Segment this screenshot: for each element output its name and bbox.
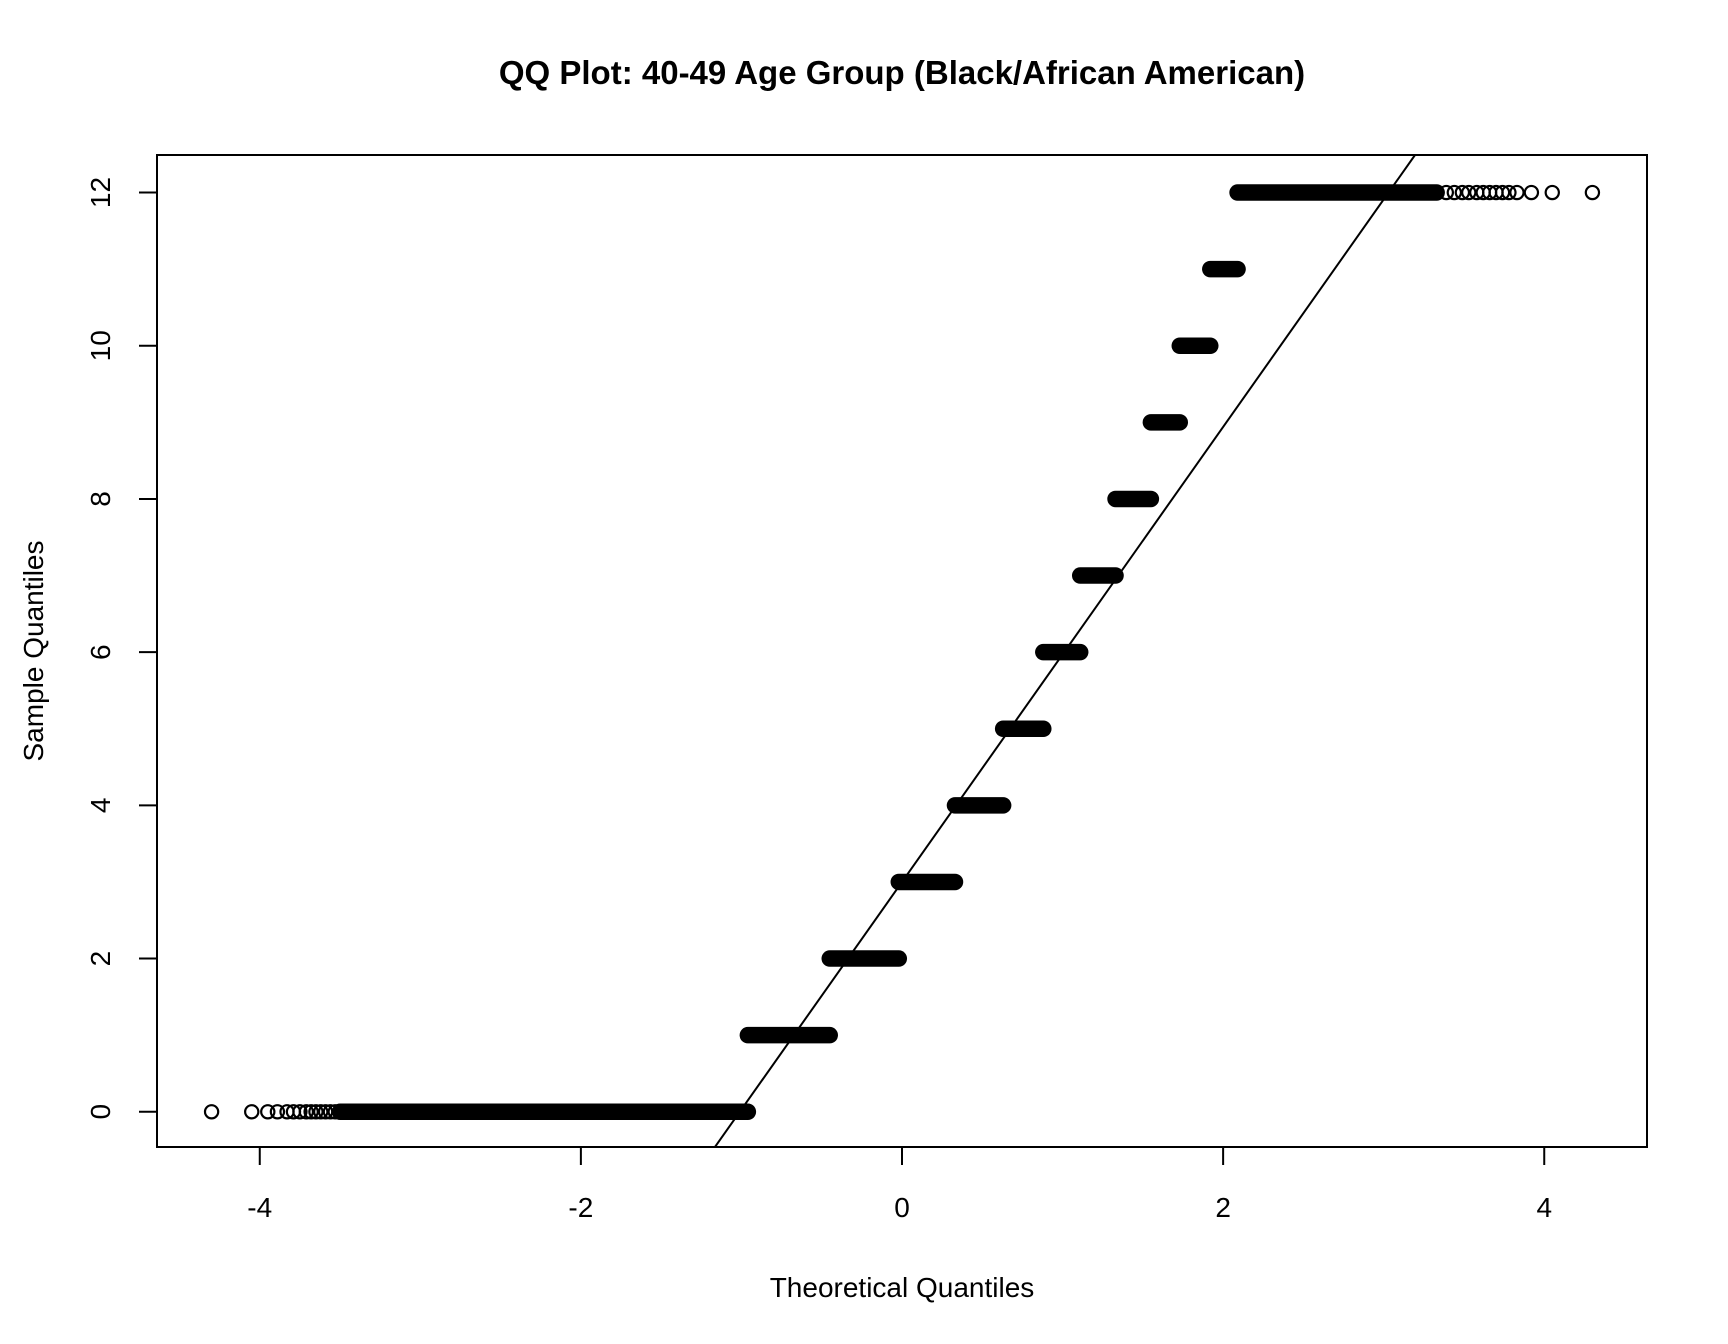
qq-point [308, 1104, 324, 1120]
qq-point [1544, 184, 1560, 201]
chart-title: QQ Plot: 40-49 Age Group (Black/African … [499, 54, 1305, 91]
qq-point [260, 1104, 276, 1120]
qq-point [269, 1104, 286, 1120]
qq-point [1584, 184, 1601, 201]
qq-point [203, 1104, 220, 1120]
qq-point [1509, 184, 1525, 201]
x-axis-label: Theoretical Quantiles [770, 1272, 1035, 1303]
x-tick-label: 0 [894, 1192, 910, 1223]
qq-point [1494, 184, 1511, 201]
y-tick-label: 8 [85, 491, 116, 507]
qq-point [1461, 184, 1477, 201]
x-tick-label: 2 [1215, 1192, 1231, 1223]
x-tick-label: 4 [1536, 1192, 1552, 1223]
y-axis-label: Sample Quantiles [18, 540, 49, 761]
qq-point [1523, 184, 1540, 201]
qq-point [1454, 184, 1471, 201]
qq-point [327, 1104, 343, 1120]
x-tick-label: -2 [568, 1192, 593, 1223]
qq-point [317, 1104, 334, 1120]
qq-point [1501, 184, 1517, 201]
qq-point [303, 1104, 319, 1120]
y-tick-label: 4 [85, 798, 116, 814]
qq-point [292, 1104, 308, 1120]
qq-point [1446, 184, 1463, 201]
x-tick-label: -4 [247, 1192, 272, 1223]
qq-point [322, 1104, 339, 1120]
qq-point [244, 1104, 260, 1120]
plot-border [156, 154, 1648, 1148]
y-tick-label: 12 [85, 177, 116, 208]
y-tick-label: 2 [85, 951, 116, 967]
qq-point [313, 1104, 329, 1120]
y-tick-label: 6 [85, 644, 116, 660]
qq-point [298, 1104, 315, 1120]
y-tick-label: 0 [85, 1104, 116, 1120]
plot-layer: -4 -2 0 2 4 0 2 4 6 8 10 12 [85, 154, 1648, 1223]
qq-point [1438, 184, 1454, 201]
y-tick-label: 10 [85, 330, 116, 361]
